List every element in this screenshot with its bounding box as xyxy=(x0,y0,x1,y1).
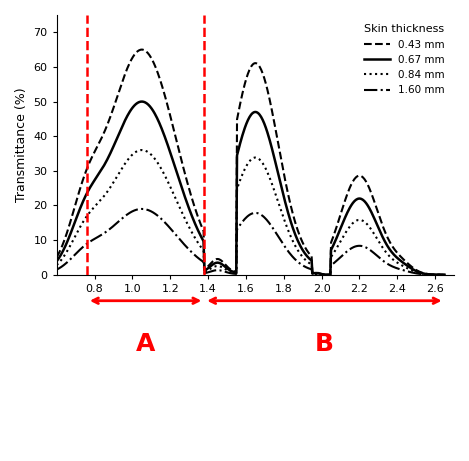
Text: A: A xyxy=(136,332,155,356)
Legend: 0.43 mm, 0.67 mm, 0.84 mm, 1.60 mm: 0.43 mm, 0.67 mm, 0.84 mm, 1.60 mm xyxy=(359,20,449,100)
Y-axis label: Transmittance (%): Transmittance (%) xyxy=(15,88,28,202)
Text: B: B xyxy=(315,332,334,356)
